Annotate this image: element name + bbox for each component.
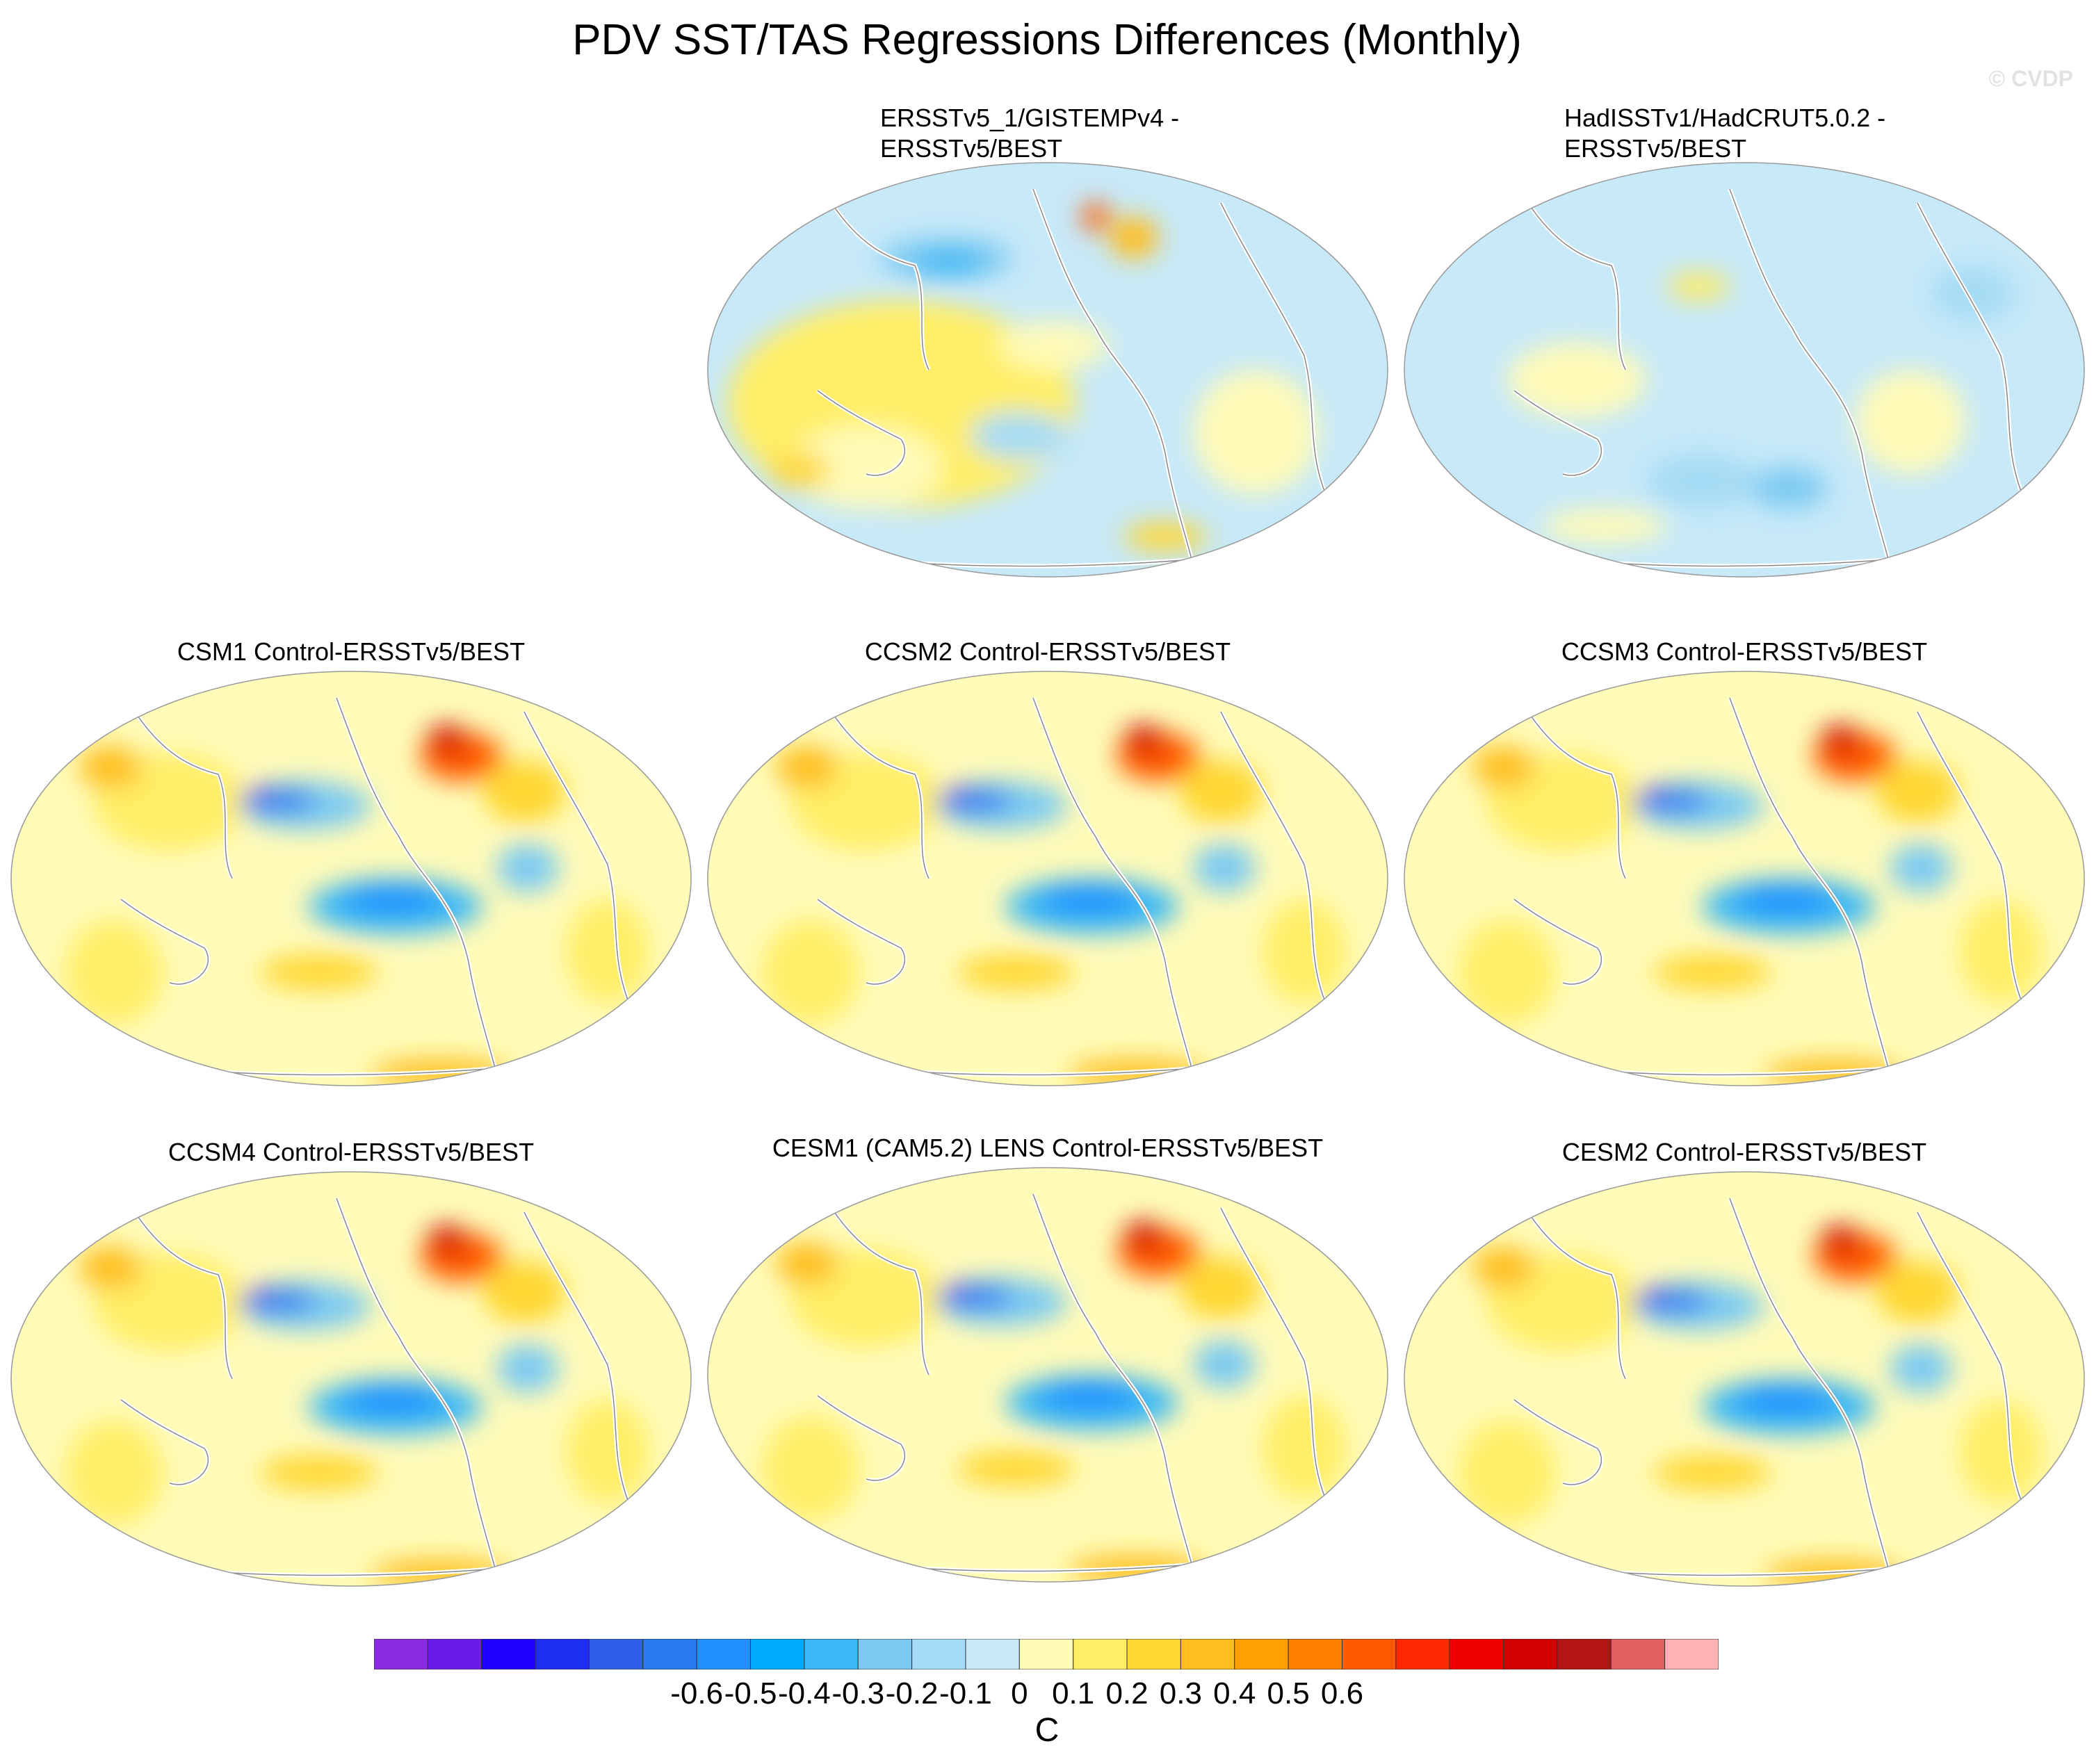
colorbar-swatch xyxy=(1449,1639,1504,1669)
colorbar-swatch xyxy=(1234,1639,1289,1669)
panel-title: CCSM3 Control-ERSSTv5/BEST xyxy=(1561,637,1928,666)
colorbar-swatch xyxy=(1288,1639,1342,1669)
colorbar-swatch xyxy=(1180,1639,1235,1669)
world-map xyxy=(1404,671,2085,1086)
colorbar-swatch xyxy=(696,1639,752,1669)
world-map xyxy=(1404,1171,2085,1587)
world-map xyxy=(707,162,1388,578)
map-panel: CSM1 Control-ERSSTv5/BEST xyxy=(10,637,692,1130)
map-panel: HadISSTv1/HadCRUT5.0.2 - ERSSTv5/BEST xyxy=(1403,103,2086,596)
colorbar-tick-label: 0.3 xyxy=(1159,1676,1202,1710)
colorbar-tick-label: 0.2 xyxy=(1105,1676,1149,1710)
colorbar-swatch xyxy=(535,1639,590,1669)
colorbar-swatch xyxy=(1395,1639,1450,1669)
colorbar-tick-label: 0.5 xyxy=(1267,1676,1310,1710)
panel-title: CCSM2 Control-ERSSTv5/BEST xyxy=(864,637,1231,666)
world-map xyxy=(707,671,1388,1086)
panel-title: HadISSTv1/HadCRUT5.0.2 - ERSSTv5/BEST xyxy=(1564,104,1886,163)
colorbar-swatch xyxy=(588,1639,644,1669)
colorbar-swatch xyxy=(374,1639,428,1669)
world-map xyxy=(1404,162,2085,578)
map-panel: CESM1 (CAM5.2) LENS Control-ERSSTv5/BEST xyxy=(706,1133,1389,1626)
colorbar-swatch xyxy=(911,1639,966,1669)
colorbar-swatch xyxy=(1610,1639,1666,1669)
map-panel: ERSSTv5_1/GISTEMPv4 - ERSSTv5/BEST xyxy=(706,103,1389,596)
colorbar-tick-label: -0.6 xyxy=(670,1676,724,1710)
panel-title: ERSSTv5_1/GISTEMPv4 - ERSSTv5/BEST xyxy=(880,104,1180,163)
colorbar-swatch xyxy=(1073,1639,1128,1669)
map-panel: CESM2 Control-ERSSTv5/BEST xyxy=(1403,1137,2086,1631)
map-panel: CCSM3 Control-ERSSTv5/BEST xyxy=(1403,637,2086,1130)
world-map xyxy=(707,1167,1388,1583)
colorbar-tick-label: 0 xyxy=(1011,1676,1028,1710)
colorbar-tick-label: -0.4 xyxy=(777,1676,831,1710)
colorbar-swatch xyxy=(750,1639,805,1669)
colorbar-tick-label: -0.5 xyxy=(724,1676,777,1710)
colorbar-tick-label: -0.2 xyxy=(885,1676,939,1710)
colorbar-swatch xyxy=(1503,1639,1558,1669)
colorbar-swatch xyxy=(427,1639,482,1669)
panel-title: CESM2 Control-ERSSTv5/BEST xyxy=(1561,1138,1927,1166)
colorbar-swatch xyxy=(481,1639,536,1669)
colorbar-tick-label: -0.1 xyxy=(939,1676,992,1710)
panel-title: CSM1 Control-ERSSTv5/BEST xyxy=(177,637,526,666)
colorbar-tick-label: 0.4 xyxy=(1213,1676,1256,1710)
world-map xyxy=(10,671,692,1086)
colorbar-swatch xyxy=(804,1639,859,1669)
cvdp-watermark: © CVDP xyxy=(1988,66,2073,91)
colorbar-tick-label: -0.3 xyxy=(831,1676,885,1710)
panel-title: CCSM4 Control-ERSSTv5/BEST xyxy=(168,1138,535,1166)
colorbar-swatch xyxy=(1664,1639,1719,1669)
colorbar-swatch xyxy=(1126,1639,1181,1669)
figure-title: PDV SST/TAS Regressions Differences (Mon… xyxy=(572,16,1522,64)
colorbar-tick-label: 0.6 xyxy=(1320,1676,1364,1710)
colorbar-swatch xyxy=(642,1639,697,1669)
colorbar-swatch xyxy=(1557,1639,1612,1669)
colorbar-swatch xyxy=(1018,1639,1074,1669)
colorbar-swatch xyxy=(1341,1639,1397,1669)
colorbar-tick-label: 0.1 xyxy=(1052,1676,1095,1710)
map-panel: CCSM4 Control-ERSSTv5/BEST xyxy=(10,1137,692,1631)
map-panel: CCSM2 Control-ERSSTv5/BEST xyxy=(706,637,1389,1130)
colorbar-units: C xyxy=(1034,1712,1060,1749)
colorbar-swatch xyxy=(857,1639,913,1669)
panel-title: CESM1 (CAM5.2) LENS Control-ERSSTv5/BEST xyxy=(772,1134,1324,1162)
world-map xyxy=(10,1171,692,1587)
colorbar xyxy=(374,1639,1719,1669)
colorbar-swatch xyxy=(965,1639,1020,1669)
